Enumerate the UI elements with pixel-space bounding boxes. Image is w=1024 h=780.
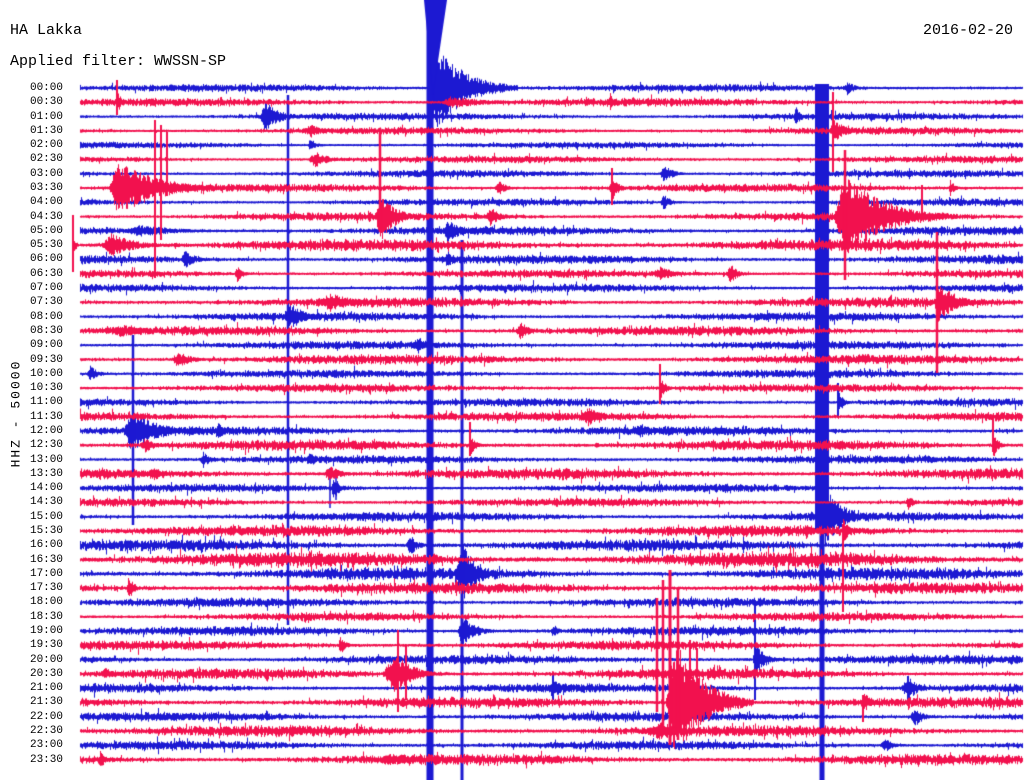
time-label: 12:30 bbox=[29, 439, 63, 452]
time-label: 17:00 bbox=[29, 567, 63, 580]
time-label: 08:30 bbox=[29, 324, 63, 337]
time-label: 03:30 bbox=[29, 182, 63, 195]
time-label: 23:30 bbox=[29, 753, 63, 766]
time-label: 01:30 bbox=[29, 124, 63, 137]
time-label: 11:00 bbox=[29, 396, 63, 409]
time-label: 11:30 bbox=[29, 410, 63, 423]
time-label: 14:00 bbox=[29, 482, 63, 495]
time-label: 17:30 bbox=[29, 582, 63, 595]
record-date: 2016-02-20 bbox=[922, 22, 1013, 39]
time-label: 06:00 bbox=[29, 253, 63, 266]
time-label: 10:30 bbox=[29, 382, 63, 395]
time-label: 09:30 bbox=[29, 353, 63, 366]
time-label: 19:30 bbox=[29, 639, 63, 652]
time-label: 03:00 bbox=[29, 167, 63, 180]
time-label: 19:00 bbox=[29, 625, 63, 638]
time-label: 01:00 bbox=[29, 110, 63, 123]
time-label: 16:00 bbox=[29, 539, 63, 552]
time-label: 02:00 bbox=[29, 139, 63, 152]
time-label: 10:00 bbox=[29, 367, 63, 380]
time-label: 14:30 bbox=[29, 496, 63, 509]
time-label: 13:30 bbox=[29, 467, 63, 480]
time-label: 06:30 bbox=[29, 267, 63, 280]
time-label: 21:30 bbox=[29, 696, 63, 709]
time-label: 04:30 bbox=[29, 210, 63, 223]
time-label: 20:00 bbox=[29, 653, 63, 666]
time-label: 22:00 bbox=[29, 710, 63, 723]
time-label: 18:30 bbox=[29, 610, 63, 623]
time-label: 22:30 bbox=[29, 725, 63, 738]
time-label: 15:00 bbox=[29, 510, 63, 523]
station-name: HA Lakka bbox=[10, 22, 83, 39]
time-label: 23:00 bbox=[29, 739, 63, 752]
time-label: 08:00 bbox=[29, 310, 63, 323]
time-label: 02:30 bbox=[29, 153, 63, 166]
time-label: 18:00 bbox=[29, 596, 63, 609]
time-label: 07:00 bbox=[29, 282, 63, 295]
time-label: 09:00 bbox=[29, 339, 63, 352]
time-label: 07:30 bbox=[29, 296, 63, 309]
time-label: 04:00 bbox=[29, 196, 63, 209]
time-label: 13:00 bbox=[29, 453, 63, 466]
time-label: 15:30 bbox=[29, 524, 63, 537]
time-label: 12:00 bbox=[29, 424, 63, 437]
time-label: 00:00 bbox=[29, 82, 63, 94]
time-label: 05:00 bbox=[29, 224, 63, 237]
time-label: 20:30 bbox=[29, 667, 63, 680]
time-axis: 00:00 00:30 01:00 01:30 02:00 02:30 03:00 03:30… bbox=[0, 0, 63, 780]
time-label: 16:30 bbox=[29, 553, 63, 566]
time-label: 21:00 bbox=[29, 682, 63, 695]
applied-filter-label: Applied filter: WWSSN-SP bbox=[10, 53, 227, 70]
time-label: 00:30 bbox=[29, 96, 63, 109]
time-label: 05:30 bbox=[29, 239, 63, 252]
